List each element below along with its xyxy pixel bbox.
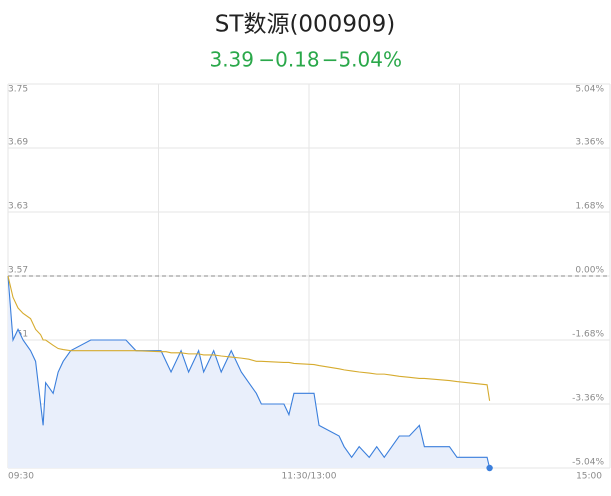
y2-tick-label: 5.04% xyxy=(575,85,604,95)
line xyxy=(7,275,491,469)
y2-tick-label: 1.68% xyxy=(575,202,604,212)
x-tick-label: 11:30/13:00 xyxy=(282,472,337,482)
y2-tick-label: -5.04% xyxy=(572,458,604,468)
change-pct: −5.04% xyxy=(322,48,402,72)
y2-tick-label: 3.36% xyxy=(575,138,604,148)
x-tick-label: 15:00 xyxy=(576,472,602,482)
y-tick-label: 3.69 xyxy=(8,138,28,148)
y-tick-label: 3.75 xyxy=(8,85,28,95)
x-tick-label: 09:30 xyxy=(8,472,34,482)
last-point xyxy=(486,464,493,472)
price: 3.39 xyxy=(209,48,254,72)
area xyxy=(8,276,490,468)
y2-tick-label: 0.00% xyxy=(575,266,604,276)
y-tick-label: 3.57 xyxy=(8,266,28,276)
title: ST数源(000909) xyxy=(215,12,395,38)
line xyxy=(7,275,491,401)
y2-tick-label: -3.36% xyxy=(572,394,604,404)
y-tick-label: 3.63 xyxy=(8,202,28,212)
y2-tick-label: -1.68% xyxy=(572,330,604,340)
change: −0.18 xyxy=(258,48,319,72)
